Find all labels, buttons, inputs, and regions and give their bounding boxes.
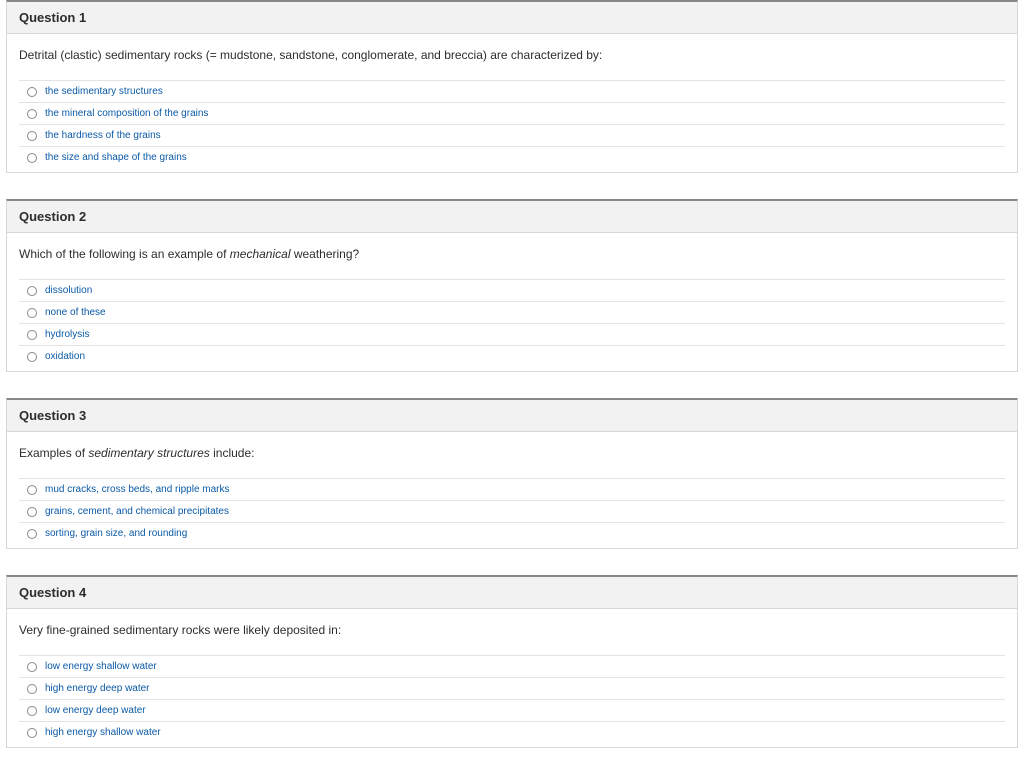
radio-icon[interactable]	[27, 507, 37, 517]
question-header: Question 4	[7, 577, 1017, 609]
options-list: dissolution none of these hydrolysis oxidat…	[19, 279, 1005, 367]
question-header: Question 3	[7, 400, 1017, 432]
option-label: high energy shallow water	[45, 727, 161, 738]
options-list: the sedimentary structures the mineral co…	[19, 80, 1005, 168]
radio-icon[interactable]	[27, 529, 37, 539]
options-list: low energy shallow water high energy deep…	[19, 655, 1005, 743]
option-row[interactable]: grains, cement, and chemical precipitate…	[19, 500, 1005, 522]
radio-icon[interactable]	[27, 286, 37, 296]
question-block: Question 1 Detrital (clastic) sedimentary…	[6, 0, 1018, 173]
question-prompt: Which of the following is an example of …	[19, 247, 1005, 261]
option-label: sorting, grain size, and rounding	[45, 528, 187, 539]
option-label: the size and shape of the grains	[45, 152, 187, 163]
option-row[interactable]: dissolution	[19, 279, 1005, 301]
option-row[interactable]: hydrolysis	[19, 323, 1005, 345]
option-row[interactable]: low energy deep water	[19, 699, 1005, 721]
option-label: low energy deep water	[45, 705, 146, 716]
question-prompt: Examples of sedimentary structures inclu…	[19, 446, 1005, 460]
question-block: Question 4 Very fine-grained sedimentary …	[6, 575, 1018, 748]
question-header: Question 1	[7, 2, 1017, 34]
radio-icon[interactable]	[27, 706, 37, 716]
radio-icon[interactable]	[27, 330, 37, 340]
radio-icon[interactable]	[27, 308, 37, 318]
radio-icon[interactable]	[27, 662, 37, 672]
question-body: Very fine-grained sedimentary rocks were…	[7, 609, 1017, 747]
option-label: hydrolysis	[45, 329, 89, 340]
radio-icon[interactable]	[27, 728, 37, 738]
question-header: Question 2	[7, 201, 1017, 233]
radio-icon[interactable]	[27, 485, 37, 495]
option-row[interactable]: none of these	[19, 301, 1005, 323]
option-row[interactable]: the mineral composition of the grains	[19, 102, 1005, 124]
option-row[interactable]: the hardness of the grains	[19, 124, 1005, 146]
option-label: the sedimentary structures	[45, 86, 163, 97]
option-label: the hardness of the grains	[45, 130, 161, 141]
radio-icon[interactable]	[27, 684, 37, 694]
option-label: the mineral composition of the grains	[45, 108, 208, 119]
radio-icon[interactable]	[27, 131, 37, 141]
option-row[interactable]: oxidation	[19, 345, 1005, 367]
option-row[interactable]: high energy shallow water	[19, 721, 1005, 743]
radio-icon[interactable]	[27, 109, 37, 119]
radio-icon[interactable]	[27, 87, 37, 97]
question-block: Question 2 Which of the following is an e…	[6, 199, 1018, 372]
option-label: low energy shallow water	[45, 661, 157, 672]
option-row[interactable]: sorting, grain size, and rounding	[19, 522, 1005, 544]
radio-icon[interactable]	[27, 352, 37, 362]
question-body: Detrital (clastic) sedimentary rocks (= …	[7, 34, 1017, 172]
option-row[interactable]: low energy shallow water	[19, 655, 1005, 677]
option-row[interactable]: the size and shape of the grains	[19, 146, 1005, 168]
option-label: dissolution	[45, 285, 92, 296]
option-row[interactable]: the sedimentary structures	[19, 80, 1005, 102]
option-row[interactable]: mud cracks, cross beds, and ripple marks	[19, 478, 1005, 500]
radio-icon[interactable]	[27, 153, 37, 163]
question-prompt: Detrital (clastic) sedimentary rocks (= …	[19, 48, 1005, 62]
option-label: high energy deep water	[45, 683, 150, 694]
question-body: Examples of sedimentary structures inclu…	[7, 432, 1017, 548]
option-label: grains, cement, and chemical precipitate…	[45, 506, 229, 517]
question-block: Question 3 Examples of sedimentary struct…	[6, 398, 1018, 549]
question-body: Which of the following is an example of …	[7, 233, 1017, 371]
option-label: mud cracks, cross beds, and ripple marks	[45, 484, 230, 495]
option-label: oxidation	[45, 351, 85, 362]
option-label: none of these	[45, 307, 106, 318]
options-list: mud cracks, cross beds, and ripple marks…	[19, 478, 1005, 544]
quiz-container: Question 1 Detrital (clastic) sedimentary…	[0, 0, 1024, 748]
option-row[interactable]: high energy deep water	[19, 677, 1005, 699]
question-prompt: Very fine-grained sedimentary rocks were…	[19, 623, 1005, 637]
